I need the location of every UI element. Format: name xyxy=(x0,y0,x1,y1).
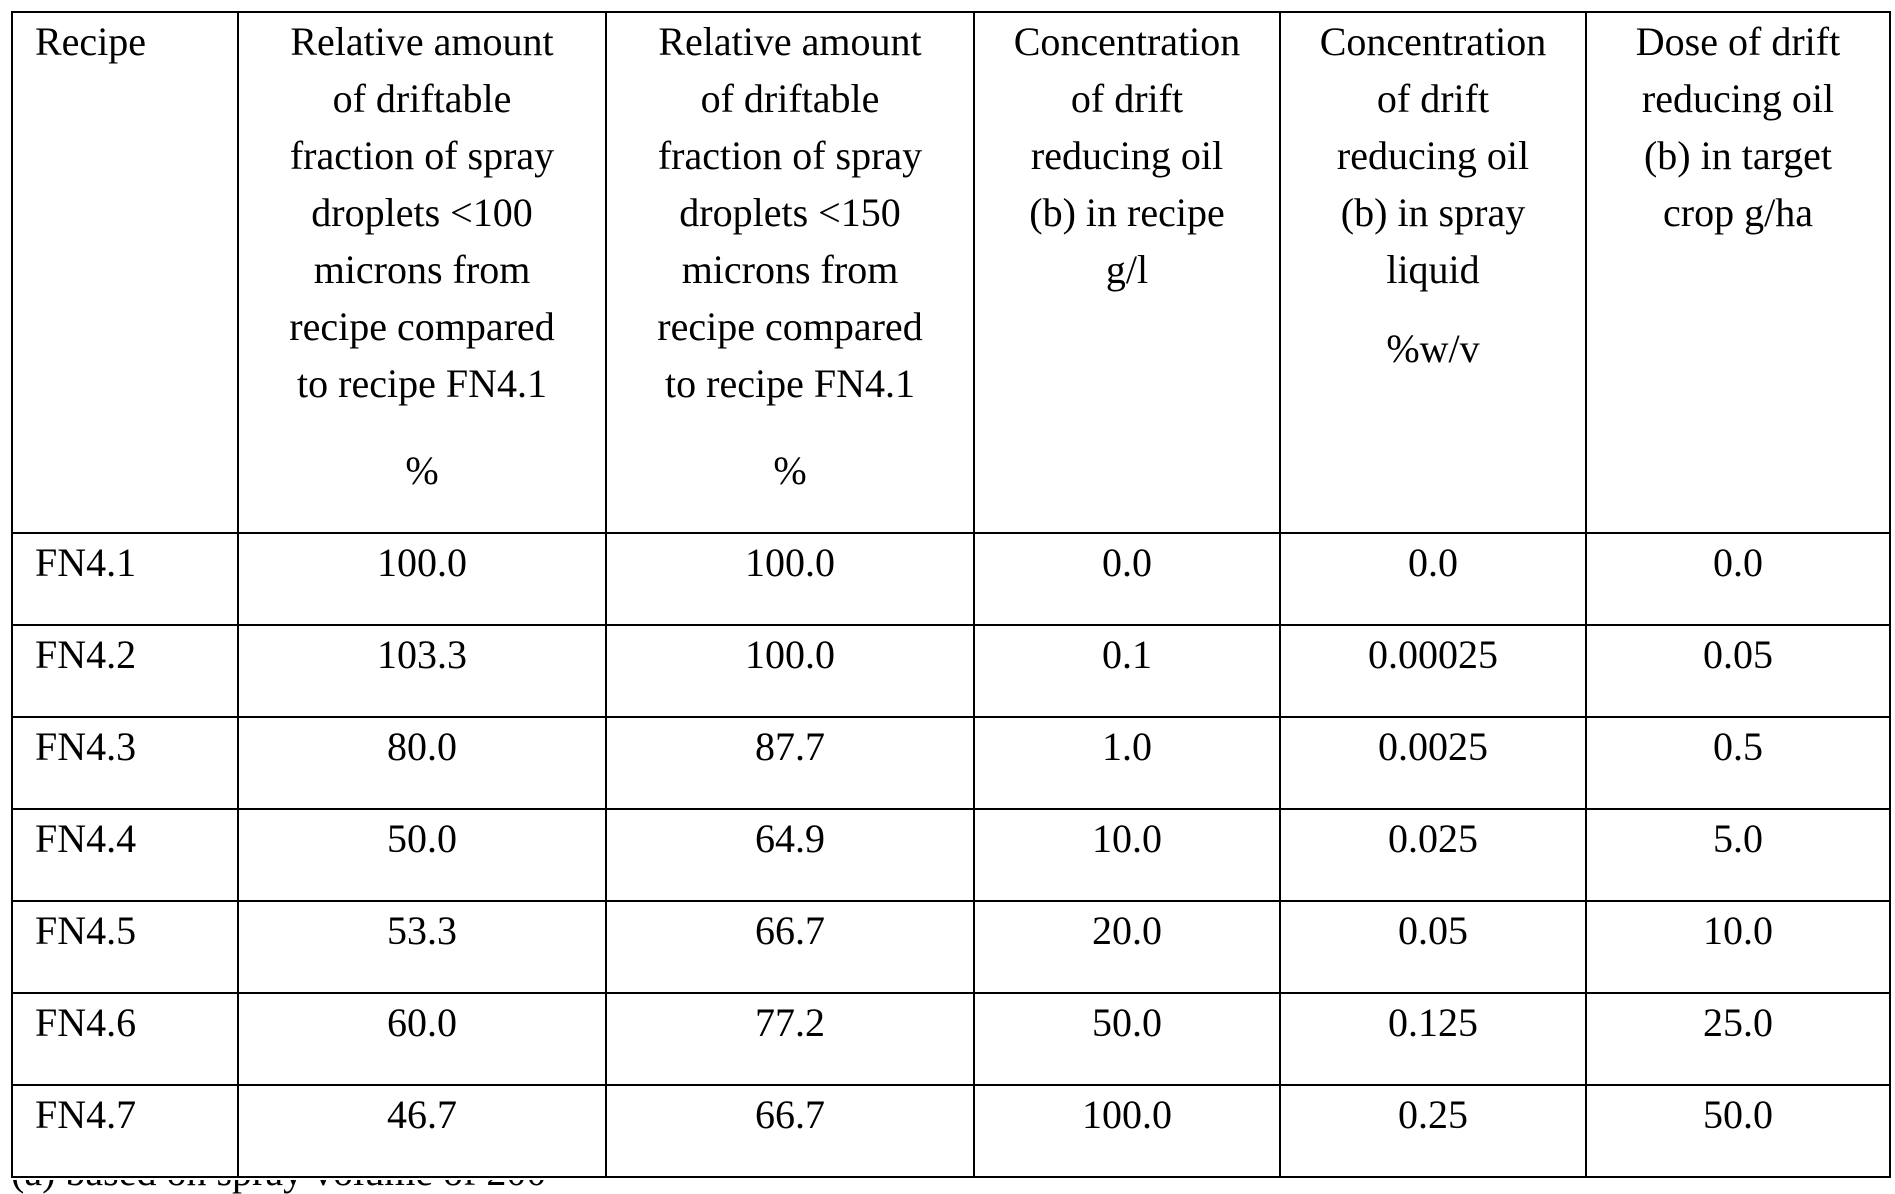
cell-driftable-150: 64.9 xyxy=(605,808,975,902)
cell-concentration-recipe: 50.0 xyxy=(973,992,1281,1086)
cell-concentration-spray: 0.125 xyxy=(1279,992,1587,1086)
cell-dose: 0.5 xyxy=(1585,716,1891,810)
cell-driftable-150: 77.2 xyxy=(605,992,975,1086)
cell-driftable-100: 50.0 xyxy=(237,808,607,902)
header-line: of drift xyxy=(1376,76,1490,121)
table-row: FN4.6 60.0 77.2 50.0 0.125 25.0 xyxy=(11,992,1891,1086)
footnote-text: (a) based on spray volume of 200 l/ha xyxy=(11,1180,546,1194)
cell-driftable-150: 100.0 xyxy=(605,532,975,626)
cell-concentration-recipe: 0.1 xyxy=(973,624,1281,718)
column-header-recipe: Recipe xyxy=(11,11,239,534)
header-line: reducing oil xyxy=(1641,76,1835,121)
header-line: to recipe FN4.1 xyxy=(665,361,915,406)
data-table: Recipe Relative amount of driftable frac… xyxy=(11,11,1891,1178)
header-unit: % xyxy=(773,448,807,493)
cell-concentration-recipe: 20.0 xyxy=(973,900,1281,994)
header-unit: % xyxy=(405,448,439,493)
header-line: of drift xyxy=(1070,76,1184,121)
column-header-driftable-150: Relative amount of driftable fraction of… xyxy=(605,11,975,534)
cell-driftable-100: 100.0 xyxy=(237,532,607,626)
header-line: liquid xyxy=(1386,247,1480,292)
cell-recipe: FN4.1 xyxy=(11,532,239,626)
header-line: fraction of spray xyxy=(657,133,923,178)
cell-recipe: FN4.2 xyxy=(11,624,239,718)
cell-driftable-100: 53.3 xyxy=(237,900,607,994)
cell-concentration-recipe: 100.0 xyxy=(973,1084,1281,1178)
cell-recipe: FN4.7 xyxy=(11,1084,239,1178)
header-line: (b) in target xyxy=(1643,133,1833,178)
cell-driftable-150: 66.7 xyxy=(605,1084,975,1178)
cell-recipe: FN4.6 xyxy=(11,992,239,1086)
table-row: FN4.1 100.0 100.0 0.0 0.0 0.0 xyxy=(11,532,1891,626)
header-line: Concentration xyxy=(1013,19,1241,64)
header-line: Relative amount xyxy=(658,19,922,64)
header-line: microns from xyxy=(681,247,899,292)
cell-driftable-100: 103.3 xyxy=(237,624,607,718)
header-line: droplets <100 xyxy=(311,190,533,235)
cell-driftable-100: 60.0 xyxy=(237,992,607,1086)
header-line: (b) in recipe xyxy=(1029,190,1225,235)
column-header-driftable-100: Relative amount of driftable fraction of… xyxy=(237,11,607,534)
column-header-concentration-recipe: Concentration of drift reducing oil (b) … xyxy=(973,11,1281,534)
cell-dose: 10.0 xyxy=(1585,900,1891,994)
header-line: reducing oil xyxy=(1030,133,1224,178)
cell-driftable-150: 87.7 xyxy=(605,716,975,810)
cell-driftable-150: 66.7 xyxy=(605,900,975,994)
header-unit: %w/v xyxy=(1386,326,1480,371)
header-line: of driftable xyxy=(700,76,880,121)
cell-concentration-spray: 0.00025 xyxy=(1279,624,1587,718)
header-line: fraction of spray xyxy=(289,133,555,178)
header-line: (b) in spray xyxy=(1340,190,1526,235)
cell-recipe: FN4.4 xyxy=(11,808,239,902)
cell-concentration-recipe: 0.0 xyxy=(973,532,1281,626)
header-line: recipe compared xyxy=(289,304,555,349)
cell-dose: 0.05 xyxy=(1585,624,1891,718)
cell-concentration-spray: 0.0025 xyxy=(1279,716,1587,810)
cell-recipe: FN4.3 xyxy=(11,716,239,810)
cell-concentration-spray: 0.025 xyxy=(1279,808,1587,902)
table-row: FN4.2 103.3 100.0 0.1 0.00025 0.05 xyxy=(11,624,1891,718)
cell-dose: 5.0 xyxy=(1585,808,1891,902)
footnote-clipped: (a) based on spray volume of 200 l/ha xyxy=(11,1180,571,1194)
table-row: FN4.5 53.3 66.7 20.0 0.05 10.0 xyxy=(11,900,1891,994)
cell-driftable-100: 80.0 xyxy=(237,716,607,810)
header-line: of driftable xyxy=(332,76,512,121)
header-line: Recipe xyxy=(35,19,147,64)
header-line: crop g/ha xyxy=(1663,190,1813,235)
cell-driftable-150: 100.0 xyxy=(605,624,975,718)
cell-concentration-recipe: 1.0 xyxy=(973,716,1281,810)
header-line: g/l xyxy=(1105,247,1149,292)
table-row: FN4.3 80.0 87.7 1.0 0.0025 0.5 xyxy=(11,716,1891,810)
header-line: reducing oil xyxy=(1336,133,1530,178)
header-line: Concentration xyxy=(1319,19,1547,64)
cell-dose: 25.0 xyxy=(1585,992,1891,1086)
header-line: microns from xyxy=(313,247,531,292)
cell-dose: 0.0 xyxy=(1585,532,1891,626)
table-row: FN4.7 46.7 66.7 100.0 0.25 50.0 xyxy=(11,1084,1891,1178)
column-header-dose: Dose of drift reducing oil (b) in target… xyxy=(1585,11,1891,534)
cell-driftable-100: 46.7 xyxy=(237,1084,607,1178)
column-header-concentration-spray: Concentration of drift reducing oil (b) … xyxy=(1279,11,1587,534)
table-row: FN4.4 50.0 64.9 10.0 0.025 5.0 xyxy=(11,808,1891,902)
header-line: Relative amount xyxy=(290,19,554,64)
header-line: Dose of drift xyxy=(1635,19,1841,64)
header-line: droplets <150 xyxy=(679,190,901,235)
cell-concentration-spray: 0.05 xyxy=(1279,900,1587,994)
cell-dose: 50.0 xyxy=(1585,1084,1891,1178)
cell-concentration-spray: 0.0 xyxy=(1279,532,1587,626)
header-line: recipe compared xyxy=(657,304,923,349)
header-line: to recipe FN4.1 xyxy=(297,361,547,406)
cell-concentration-spray: 0.25 xyxy=(1279,1084,1587,1178)
cell-concentration-recipe: 10.0 xyxy=(973,808,1281,902)
table-header-row: Recipe Relative amount of driftable frac… xyxy=(11,11,1891,534)
cell-recipe: FN4.5 xyxy=(11,900,239,994)
